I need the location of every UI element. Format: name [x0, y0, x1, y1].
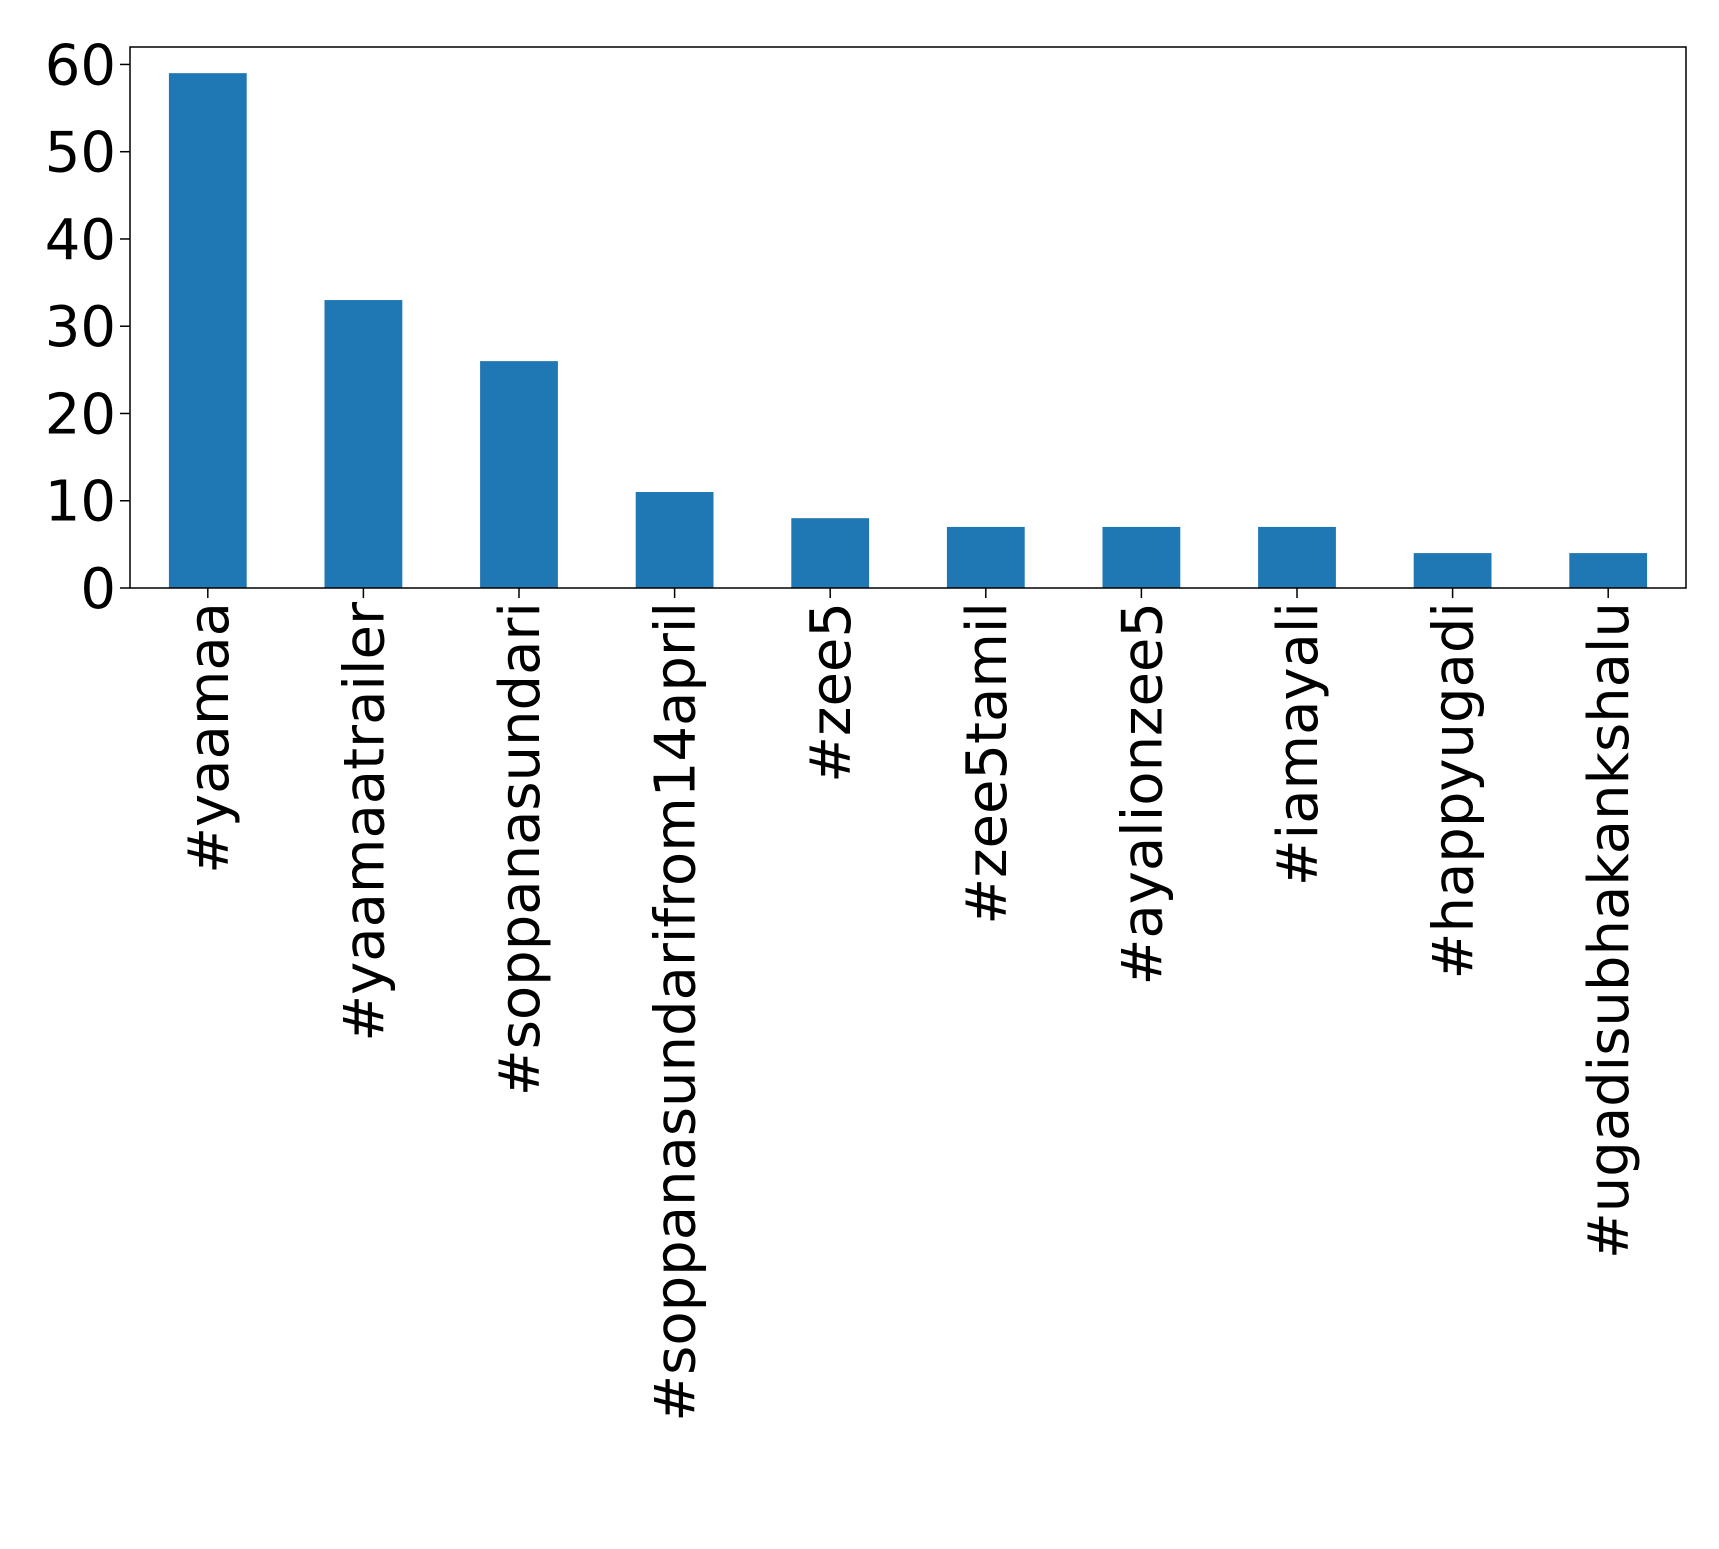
x-tick-label: #soppanasundarifrom14april — [644, 602, 709, 1422]
x-tick-label: #iamayali — [1266, 602, 1331, 886]
y-axis: 0 10 20 30 40 50 60 — [45, 33, 130, 622]
y-tick-label: 10 — [45, 470, 116, 535]
bar-yaamaa — [168, 73, 247, 589]
bar-zee5 — [791, 518, 870, 588]
y-tick-label: 20 — [45, 382, 116, 447]
bar-zee5tamil — [946, 526, 1025, 588]
bar-ugadisubhakankshalu — [1569, 553, 1648, 588]
bars-layer — [168, 73, 1648, 589]
y-tick-label: 50 — [45, 121, 116, 186]
y-tick-label: 30 — [45, 295, 116, 360]
bar-ayalionzee5 — [1102, 526, 1181, 588]
x-tick-label: #happyugadi — [1422, 602, 1487, 979]
x-tick-label: #soppanasundari — [488, 602, 553, 1096]
bar-happyugadi — [1413, 553, 1492, 588]
y-tick-label: 0 — [80, 557, 116, 622]
x-tick-label: #yaamaa — [177, 602, 242, 874]
bar-iamayali — [1258, 526, 1336, 588]
bar-soppanasundarifrom14april — [635, 492, 714, 588]
x-tick-label: #yaamaatrailer — [332, 601, 397, 1042]
y-tick-label: 40 — [45, 208, 116, 273]
y-tick-label: 60 — [45, 33, 116, 98]
plot-frame — [129, 46, 1687, 589]
x-tick-label: #zee5tamil — [955, 602, 1020, 925]
x-tick-label: #ugadisubhakankshalu — [1577, 602, 1642, 1259]
bar-soppanasundari — [480, 361, 558, 588]
x-tick-label: #zee5 — [799, 602, 864, 783]
x-tick-label: #ayalionzee5 — [1110, 602, 1175, 986]
bar-yaamaatrailer — [324, 300, 403, 588]
x-axis: #yaamaa #yaamaatrailer #soppanasundari #sop… — [177, 588, 1642, 1422]
